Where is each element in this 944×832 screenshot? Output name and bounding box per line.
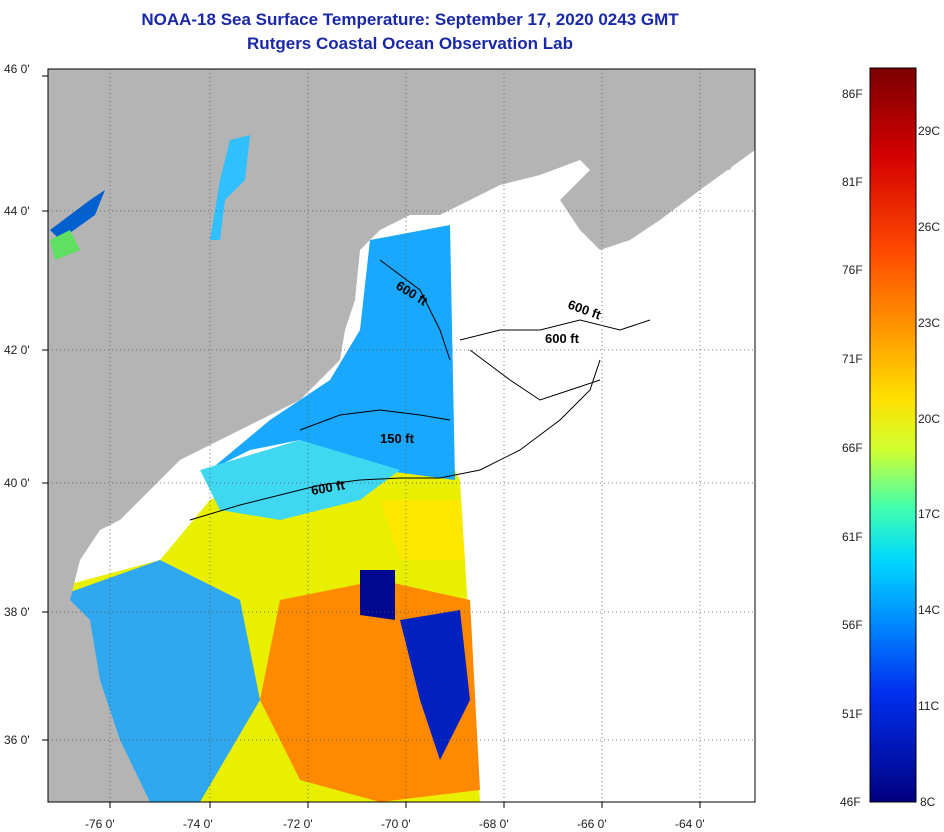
sst-gulf-of-maine (210, 225, 455, 480)
cb-label-76f: 76F (842, 263, 863, 277)
contour-600ft-shelf-break (189, 359, 601, 521)
cb-label-66f: 66F (842, 441, 863, 455)
sst-cold-eddy (360, 570, 395, 620)
contour-georges-bank (469, 349, 601, 401)
depth-label-600ft-4: 600 ft (310, 477, 347, 498)
cb-label-17c: 17C (918, 507, 940, 521)
land (48, 69, 755, 802)
inland-water (50, 135, 250, 260)
delmarva-land (48, 600, 150, 802)
lon-label-74: -74 0' (183, 817, 213, 831)
bathymetry-contours (189, 259, 651, 521)
colorbar-celsius-labels: 29C 26C 23C 20C 17C 14C 11C 8C (918, 124, 940, 809)
contour-600ft-gulf (379, 259, 451, 361)
lake-ontario (50, 190, 105, 240)
cb-label-81f: 81F (842, 175, 863, 189)
lon-label-72: -72 0' (283, 817, 313, 831)
north-america-land (48, 69, 755, 650)
sst-gulfstream-edge (380, 500, 465, 560)
cb-label-29c: 29C (918, 124, 940, 138)
colorbar: 86F 81F 76F 71F 66F 61F 56F 51F 46F 29C … (840, 67, 940, 809)
lake-champlain (210, 135, 250, 240)
sst-cloud-patch (400, 610, 470, 760)
latitude-labels: 46 0' 44 0' 42 0' 40 0' 38 0' 36 0' (4, 62, 30, 747)
cb-label-23c: 23C (918, 316, 940, 330)
lon-label-70: -70 0' (381, 817, 411, 831)
lon-label-68: -68 0' (479, 817, 509, 831)
sst-swath (48, 225, 480, 802)
cb-label-26c: 26C (918, 220, 940, 234)
cb-label-51f: 51F (842, 707, 863, 721)
cb-label-56f: 56F (842, 618, 863, 632)
axis-ticks (42, 75, 701, 808)
lat-label-46: 46 0' (4, 62, 30, 76)
colorbar-fahrenheit-labels: 86F 81F 76F 71F 66F 61F 56F 51F 46F (840, 87, 863, 809)
depth-label-600ft-3: 600 ft (545, 331, 580, 346)
longitude-labels: -76 0' -74 0' -72 0' -70 0' -68 0' -66 0… (85, 817, 705, 831)
lat-label-44: 44 0' (4, 204, 30, 218)
colorbar-scale (869, 67, 917, 803)
lon-label-76: -76 0' (85, 817, 115, 831)
cb-label-8c: 8C (920, 795, 936, 809)
lat-label-38: 38 0' (4, 605, 30, 619)
lake-shallow (50, 230, 80, 260)
sst-shelf-cool (200, 440, 400, 520)
lat-label-40: 40 0' (4, 476, 30, 490)
contour-600ft-georges (459, 319, 651, 341)
cb-label-20c: 20C (918, 412, 940, 426)
cb-label-86f: 86F (842, 87, 863, 101)
map-plot-area: 600 ft 600 ft 600 ft 150 ft 600 ft (48, 69, 755, 802)
lat-label-42: 42 0' (4, 343, 30, 357)
map-title: NOAA-18 Sea Surface Temperature: Septemb… (141, 10, 679, 29)
lat-label-36: 36 0' (4, 733, 30, 747)
map-frame (47, 68, 756, 803)
depth-label-150ft: 150 ft (380, 431, 415, 446)
cb-label-11c: 11C (918, 699, 939, 713)
cb-label-14c: 14C (918, 603, 940, 617)
cb-label-71f: 71F (842, 352, 863, 366)
lon-label-66: -66 0' (577, 817, 607, 831)
contour-150ft (299, 409, 451, 431)
lon-label-64: -64 0' (675, 817, 705, 831)
cb-label-61f: 61F (842, 530, 863, 544)
prince-edward-island (600, 140, 740, 185)
map-subtitle: Rutgers Coastal Ocean Observation Lab (247, 34, 573, 53)
cb-label-46f: 46F (840, 795, 861, 809)
